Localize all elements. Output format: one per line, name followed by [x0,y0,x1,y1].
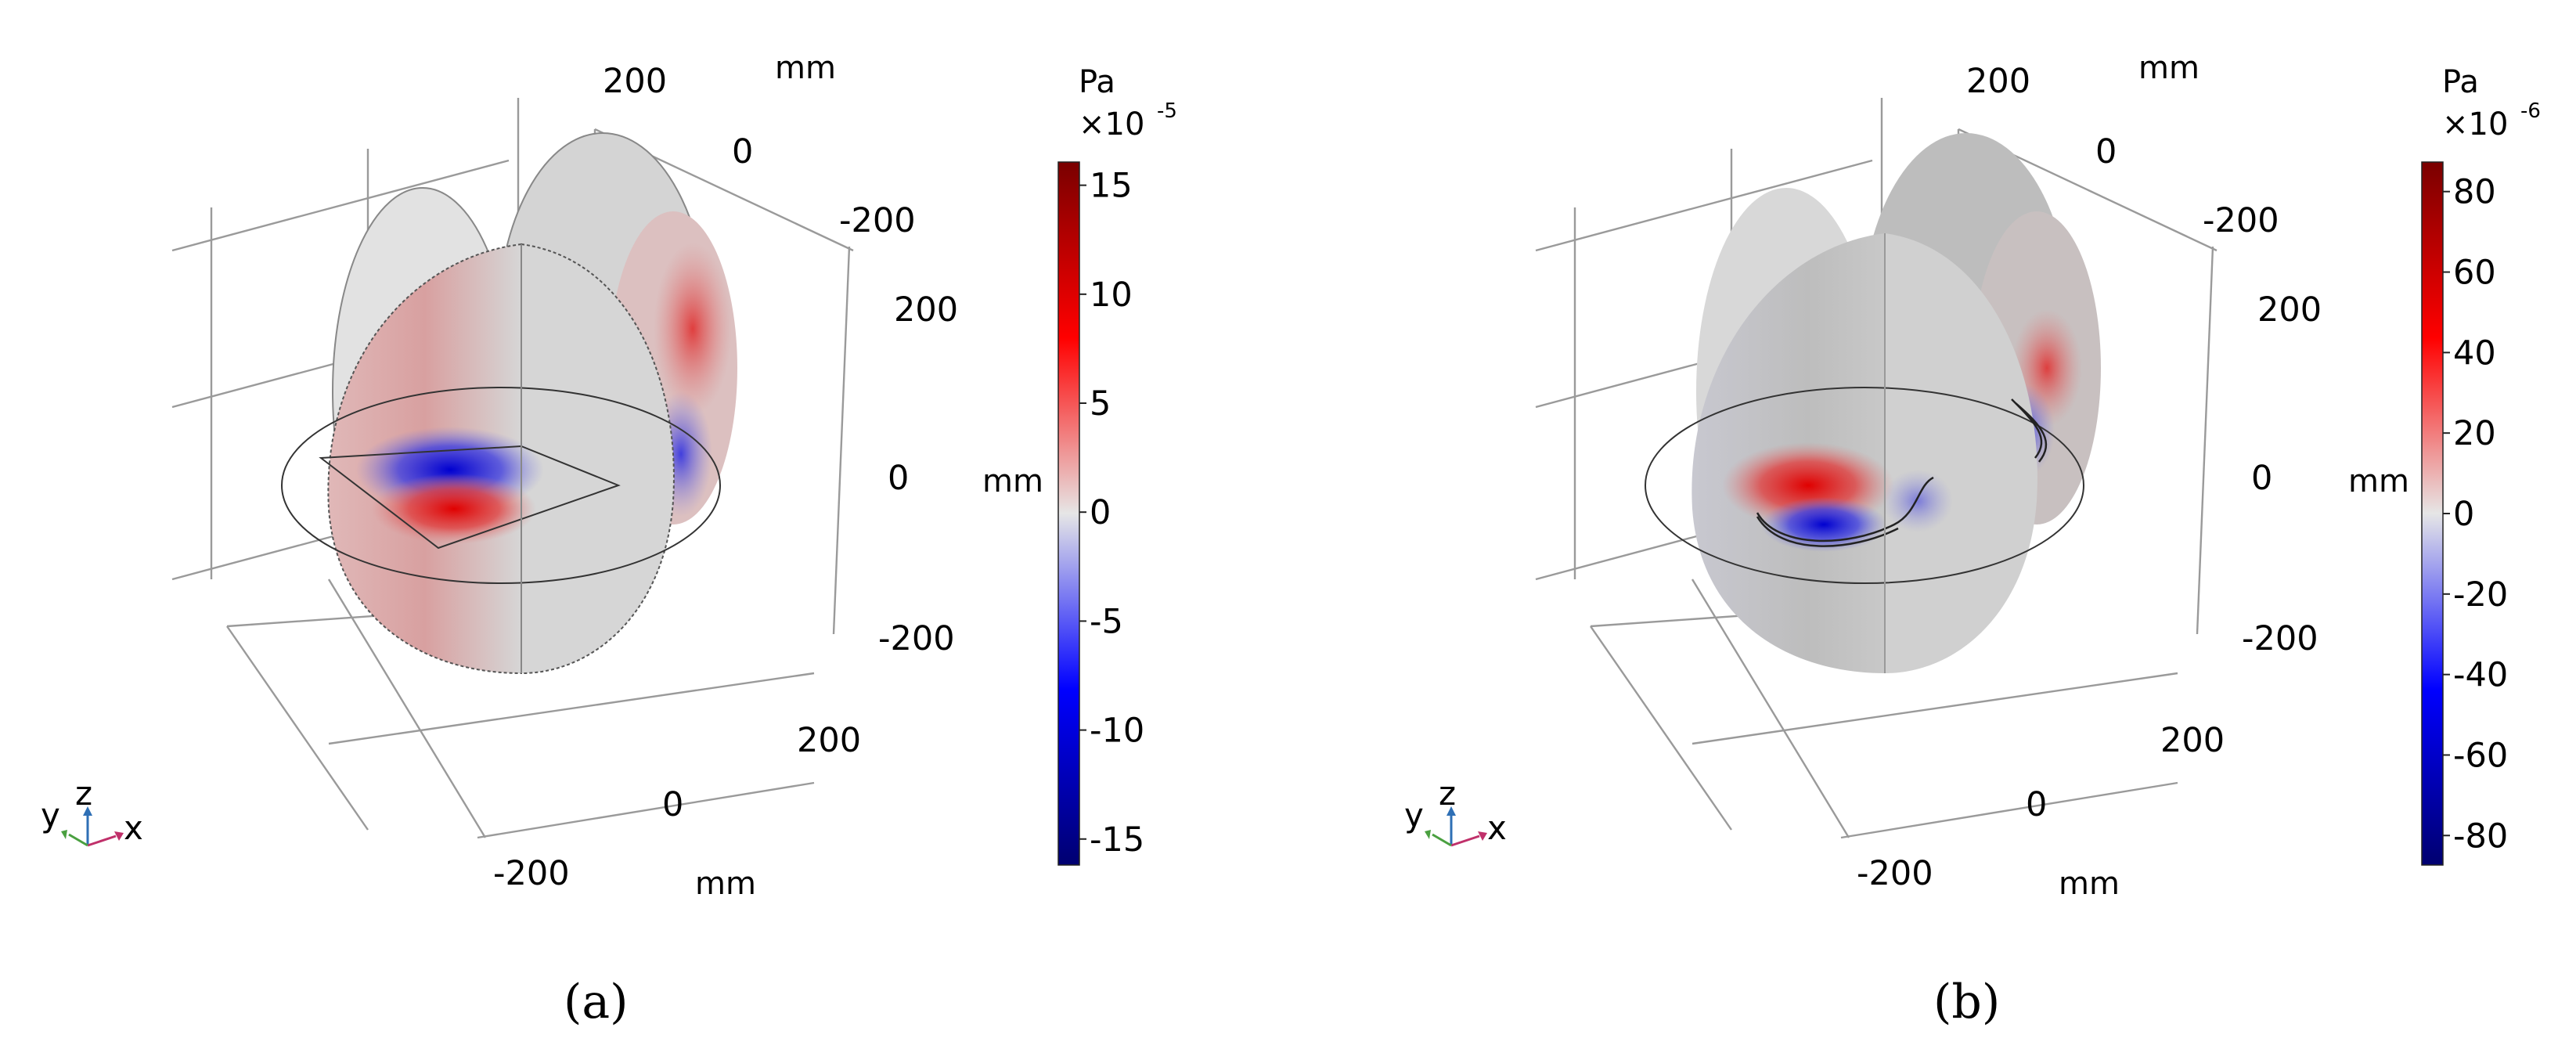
panel-b-colorbar-exponent-power: -6 [2520,99,2541,123]
colorbar-tick-label: 20 [2453,414,2496,453]
panel-b-tick-right-2: 0 [2251,459,2272,498]
panel-b-triad-x: x [1487,809,1507,847]
panel-a-tick-top-3: -200 [839,201,916,240]
panel-a-tick-top-1: 200 [603,62,667,101]
panel-a-unit-top: mm [775,50,836,86]
panel-b-tick-top-2: 0 [2095,132,2117,171]
panel-b-colorbar-exponent: ×10 [2442,106,2508,142]
panel-a-triad-x: x [124,809,143,847]
panel-b-triad-y: y [1404,796,1424,835]
panel-b-tick-right-3: -200 [2242,619,2318,658]
panel-a-right-red-lobe [654,243,732,415]
panel-a-tick-right-2: 0 [888,459,909,498]
panel-a-tick-right-3: -200 [878,619,955,658]
panel-b-slice-surfaces [1692,133,2101,673]
panel-b-right-contour [2011,398,2048,463]
panel-b-colorbar-ticks: 80 60 40 20 0 -20 -40 -60 -80 [2443,173,2508,856]
panel-b-unit-side: mm [2348,463,2409,499]
panel-a-red-region [372,474,536,544]
panel-a-unit-bottom: mm [695,866,756,902]
panel-b-colorbar-gradient [2421,161,2444,866]
colorbar-tick-label: -20 [2453,575,2508,615]
panel-b-triad-z: z [1439,774,1456,813]
colorbar-tick-label: -40 [2453,656,2508,695]
colorbar-tick-label: 60 [2453,254,2496,293]
panel-b-ring-outline [1645,387,2084,584]
panel-a-tick-bottom-3: -200 [493,854,570,893]
colorbar-tick-label: 80 [2453,173,2496,212]
panel-b-center-blue-region [1882,470,1953,532]
panel-b-unit-bottom: mm [2059,866,2120,902]
colorbar-tick-label: -15 [1090,820,1144,860]
panel-a-subcaption: (a) [564,975,629,1029]
panel-a: 200 0 -200 mm 200 0 -200 200 0 -200 mm m… [41,50,1177,1029]
panel-a-colorbar-exponent-power: -5 [1157,99,1177,123]
panel-b-blue-region [1761,497,1886,552]
panel-b-tick-bottom-2: 0 [2026,785,2047,824]
panel-a-plate-outline [319,445,621,550]
panel-b-tick-top-1: 200 [1966,62,2030,101]
panel-b-colorbar-unit: Pa [2442,64,2479,100]
colorbar-tick-label: 40 [2453,333,2496,373]
panel-a-colorbar: Pa ×10 -5 15 10 5 0 -5 -10 -15 [1057,64,1177,866]
panel-a-colorbar-exponent: ×10 [1079,106,1144,142]
panel-a-colorbar-gradient [1057,161,1080,866]
panel-a-colorbar-unit: Pa [1079,64,1115,100]
panel-a-tick-bottom-2: 0 [662,785,683,824]
colorbar-tick-label: 5 [1090,384,1111,424]
colorbar-tick-label: 0 [1090,493,1111,532]
panel-a-ring-outline [281,387,721,584]
panel-b-subcaption: (b) [1933,975,2000,1029]
panel-a-slice-surfaces [327,132,737,675]
panel-b-axis-triad: y z x [1404,774,1507,847]
panel-a-front-right-petal [521,243,675,675]
panel-a-triad-y: y [41,796,60,835]
panel-b: 200 0 -200 mm 200 0 -200 200 0 -200 mm m… [1404,50,2541,1029]
panel-a-tick-bottom-1: 200 [797,721,861,760]
panel-b-plate-contour [1756,476,1934,547]
panel-a-axis-triad: y z x [41,774,143,847]
panel-b-tick-right-1: 200 [2257,290,2322,330]
panel-b-tick-top-3: -200 [2203,201,2279,240]
colorbar-tick-label: -60 [2453,736,2508,775]
colorbar-tick-label: -10 [1090,712,1144,751]
colorbar-tick-label: -5 [1090,602,1123,641]
panel-a-tick-top-2: 0 [732,132,753,171]
panel-b-tick-bottom-1: 200 [2160,721,2225,760]
panel-b-colorbar: Pa ×10 -6 80 60 40 20 0 -20 -40 -60 -80 [2421,64,2541,866]
colorbar-tick-label: -80 [2453,816,2508,856]
panel-a-colorbar-ticks: 15 10 5 0 -5 -10 -15 [1079,167,1144,860]
colorbar-tick-label: 10 [1090,276,1133,315]
panel-b-unit-top: mm [2138,50,2200,86]
colorbar-tick-label: 15 [1090,167,1133,206]
colorbar-tick-label: 0 [2453,495,2474,534]
panel-a-triad-z: z [75,774,92,813]
panel-b-tick-bottom-3: -200 [1857,854,1933,893]
panel-a-tick-right-1: 200 [894,290,958,330]
panel-a-unit-side: mm [982,463,1043,499]
